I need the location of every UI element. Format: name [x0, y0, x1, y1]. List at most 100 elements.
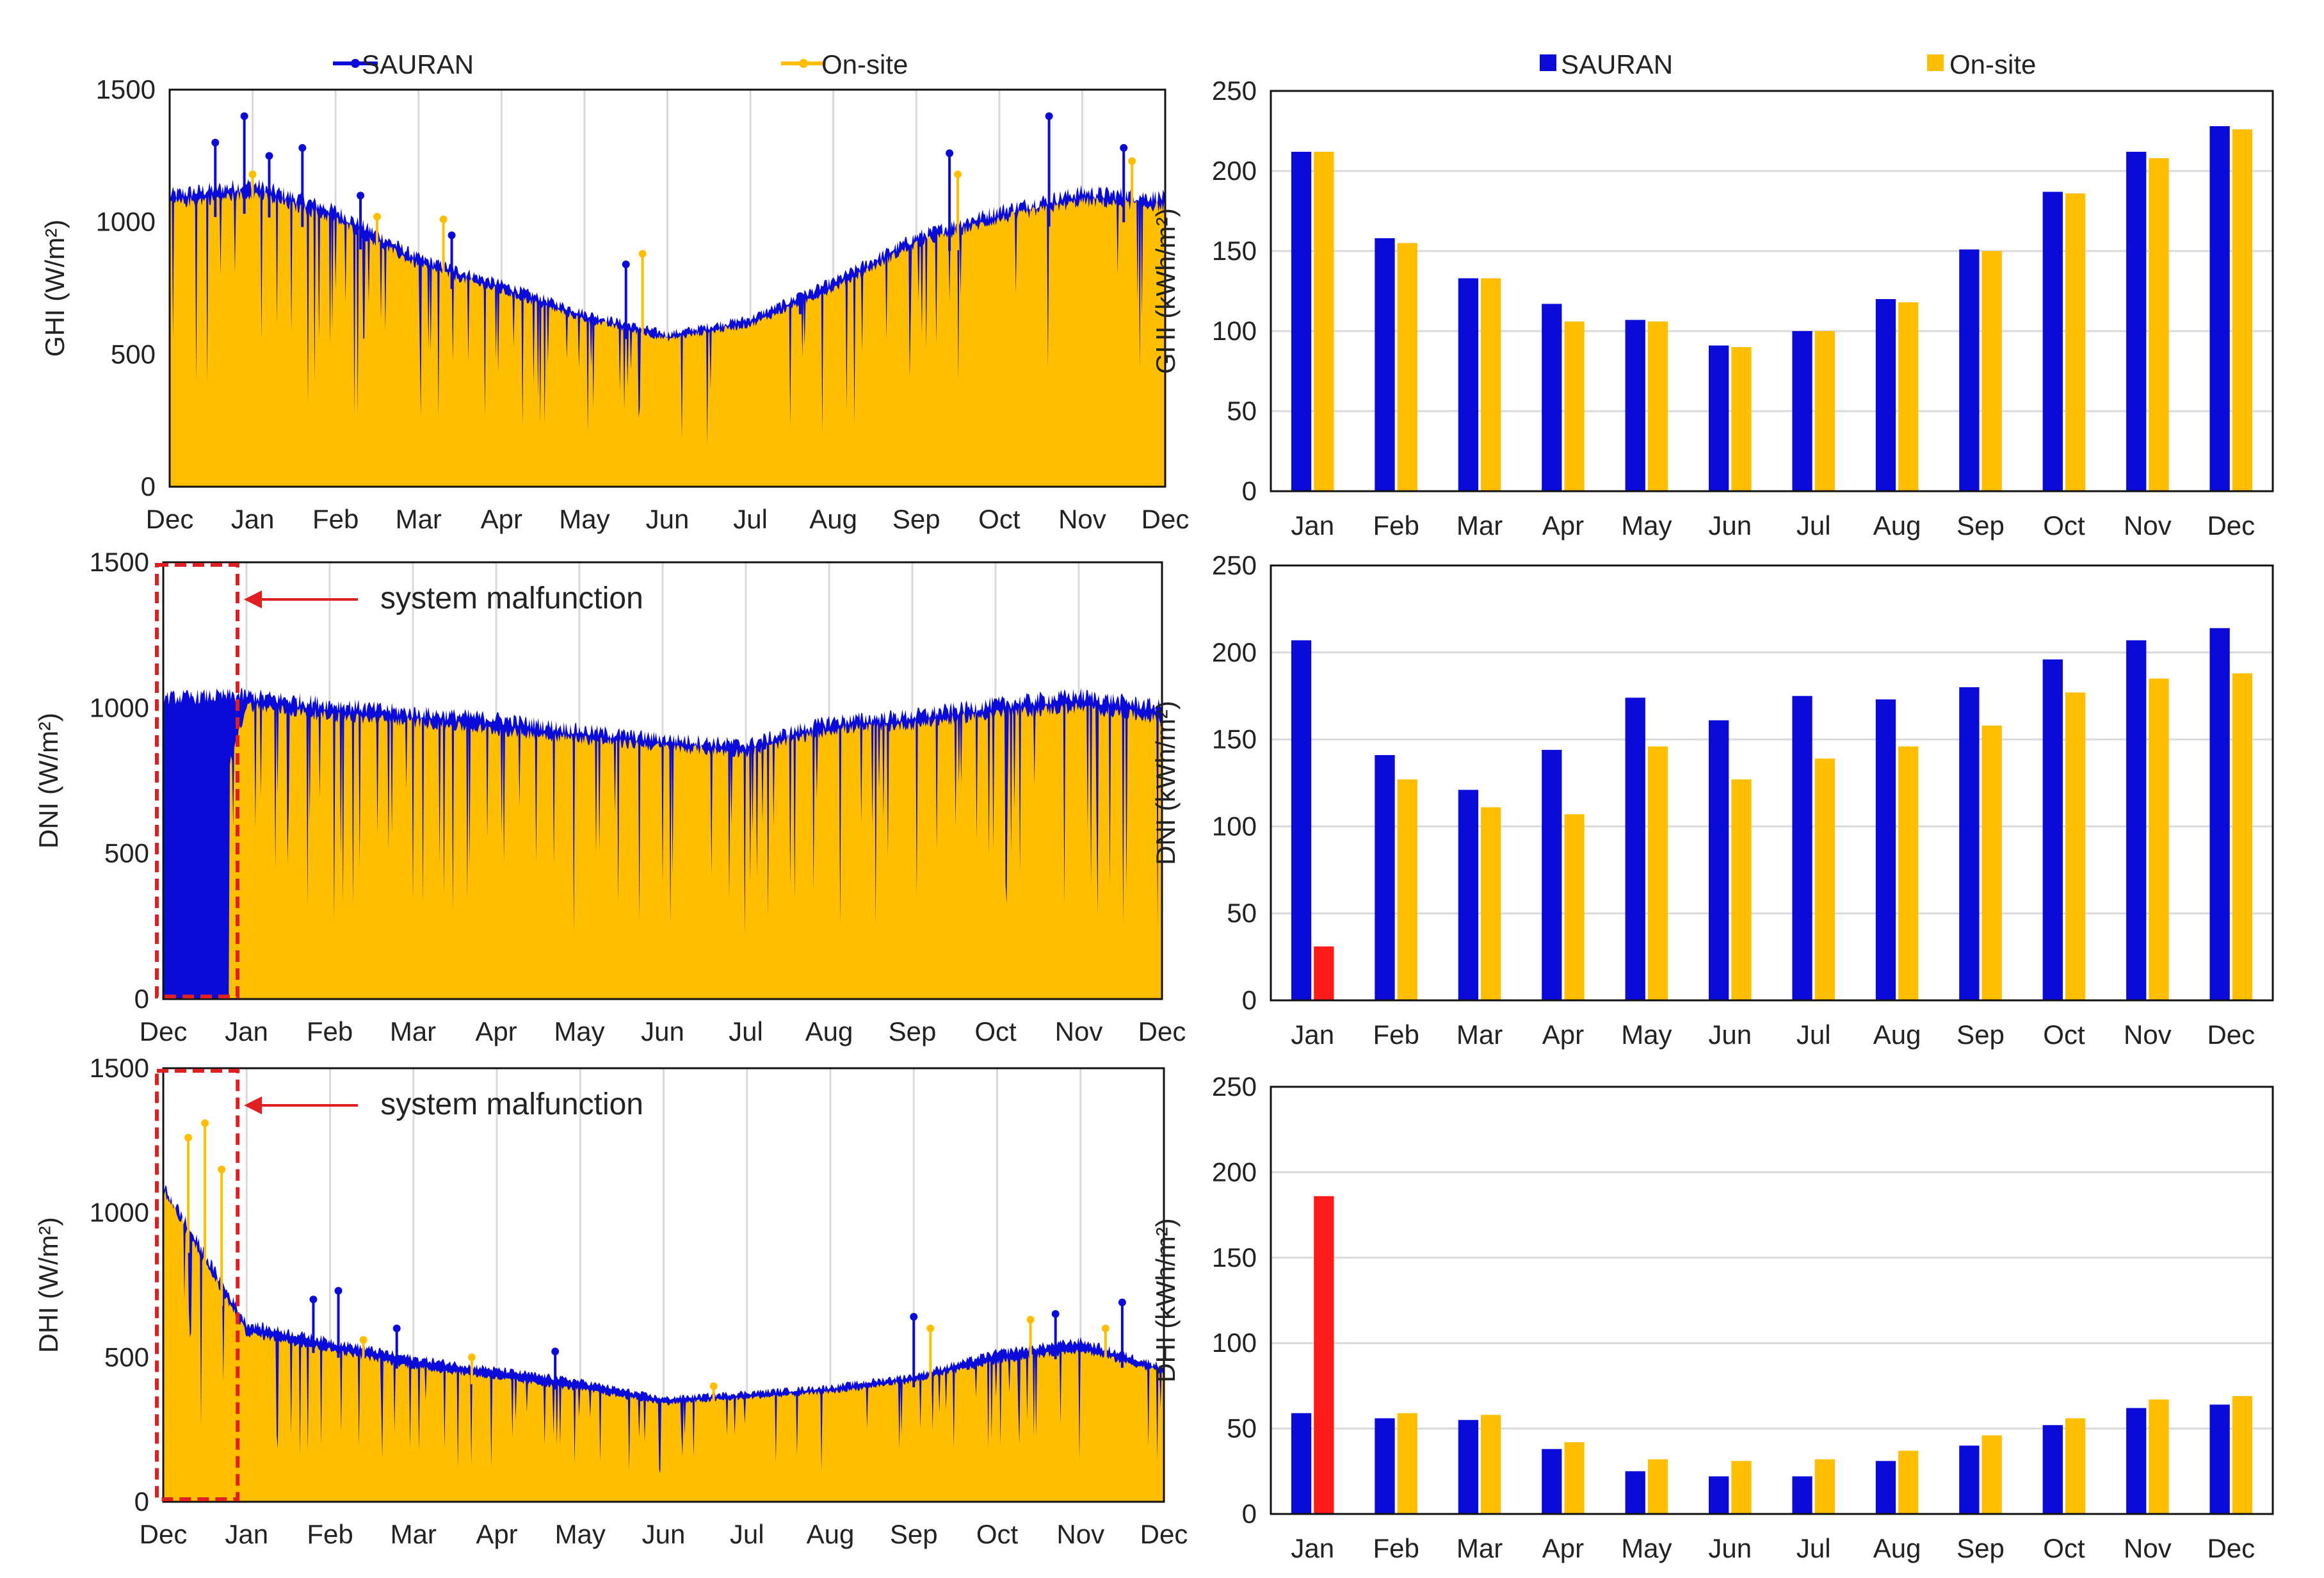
x-tick-label: Dec: [140, 1519, 188, 1549]
y-tick-label: 1500: [90, 1053, 149, 1083]
y-tick-label: 200: [1212, 637, 1257, 667]
x-tick-label: Mar: [396, 504, 442, 534]
x-tick-label: May: [1621, 1020, 1672, 1050]
bar-sauran-dec: [2209, 1404, 2230, 1514]
bar-onsite-aug: [1898, 1451, 1919, 1514]
x-tick-label: Nov: [1058, 504, 1106, 534]
bar-sauran-mar: [1458, 1420, 1479, 1514]
spike-marker-onsite: [954, 170, 962, 179]
annotation-arrowhead: [244, 590, 262, 608]
bar-sauran-aug: [1875, 299, 1896, 491]
bar-onsite-jan: [1314, 152, 1334, 491]
legend-marker-sauran: [351, 59, 360, 68]
x-tick-label: Apr: [481, 504, 522, 534]
y-tick-label: 1000: [90, 1198, 149, 1228]
x-tick-label: Apr: [1542, 510, 1584, 541]
bar-sauran-jan: [1291, 152, 1312, 491]
legend-label: On-site: [1949, 49, 2036, 79]
bar-onsite-jul: [1814, 758, 1836, 1000]
annotation-arrowhead: [244, 1096, 262, 1114]
series-area-onsite: [163, 1190, 1164, 1502]
bar-sauran-sep: [1959, 1445, 1980, 1514]
spike-marker-sauran: [946, 149, 954, 158]
y-tick-label: 100: [1212, 316, 1257, 346]
x-tick-label: Aug: [1873, 1533, 1921, 1563]
malfunction-box: [155, 1069, 240, 1501]
x-tick-label: Aug: [1873, 1020, 1921, 1050]
bar-onsite-may: [1647, 321, 1668, 491]
x-tick-label: Jul: [730, 1519, 764, 1549]
y-tick-label: 500: [104, 838, 149, 868]
y-tick-label: 100: [1212, 1328, 1257, 1358]
spike-marker-onsite: [1101, 1324, 1110, 1333]
bar-onsite-dec: [2232, 673, 2253, 1000]
y-axis-label: GHI (kWh/m²): [1150, 208, 1181, 374]
y-tick-label: 0: [134, 984, 149, 1014]
x-tick-label: Feb: [1373, 1020, 1419, 1050]
bar-onsite-feb: [1397, 243, 1417, 491]
x-tick-label: Jan: [1291, 510, 1334, 541]
legend-marker-onsite: [799, 59, 808, 68]
y-tick-label: 1500: [90, 547, 149, 577]
bar-sauran-sep: [1959, 687, 1980, 1000]
bar-sauran-dec: [2209, 628, 2230, 1000]
bar-sauran-apr: [1542, 749, 1562, 1000]
x-tick-label: Oct: [2043, 1020, 2085, 1050]
x-tick-label: Apr: [476, 1519, 517, 1549]
spike-marker-sauran: [265, 152, 273, 160]
x-tick-label: Dec: [1138, 1016, 1186, 1046]
x-tick-label: Jun: [1708, 1020, 1752, 1050]
bar-onsite-dec: [2232, 129, 2253, 491]
x-tick-label: Jun: [642, 1519, 686, 1549]
x-tick-label: Aug: [809, 504, 857, 534]
bar-sauran-oct: [2042, 1425, 2063, 1514]
bar-onsite-jun: [1731, 347, 1752, 491]
spike-marker-sauran: [334, 1287, 343, 1295]
x-tick-label: Nov: [1055, 1016, 1103, 1046]
bar-sauran-nov: [2126, 1408, 2147, 1514]
spike-marker-onsite: [184, 1134, 193, 1142]
plot-frame: [162, 1067, 1165, 1503]
spike-marker-sauran: [448, 231, 456, 240]
series-area-onsite: [163, 701, 1162, 999]
legend-label: SAURAN: [362, 49, 474, 79]
x-tick-label: Dec: [2207, 1533, 2255, 1563]
chart-dni_ts: Dec Jan Feb Mar Apr May Jun Jul Aug Sep Oct Nov Dec0…: [33, 547, 1186, 1046]
bar-sauran-jul: [1792, 1476, 1812, 1514]
x-tick-label: Dec: [1142, 504, 1190, 534]
bar-onsite-feb: [1397, 1413, 1417, 1514]
bar-sauran-sep: [1959, 249, 1980, 491]
plot-frame: [1270, 90, 2274, 492]
spike-marker-onsite: [248, 170, 257, 179]
y-tick-label: 250: [1212, 550, 1257, 580]
x-tick-label: Oct: [978, 504, 1021, 534]
y-axis-label: DNI (W/m²): [33, 713, 63, 849]
x-tick-label: Sep: [890, 1519, 938, 1549]
plot-frame: [1270, 564, 2274, 1002]
x-tick-label: Aug: [1873, 510, 1921, 541]
chart-dni_monthly: 0 50 100 150 200 250 DNI (kWh/m²) Jan Feb Mar Apr M…: [1150, 550, 2274, 1050]
bar-onsite-may: [1647, 1459, 1668, 1514]
x-tick-label: May: [559, 504, 609, 534]
spike-marker-sauran: [357, 191, 365, 200]
x-tick-label: Sep: [1957, 510, 2005, 541]
bar-onsite-nov: [2149, 1399, 2169, 1514]
spike-marker-onsite: [1128, 157, 1136, 165]
legend-swatch-onsite: [1927, 54, 1944, 71]
y-tick-label: 200: [1212, 1157, 1257, 1187]
bar-onsite-mar: [1481, 807, 1501, 1000]
x-tick-label: Jan: [225, 1519, 268, 1549]
y-tick-label: 50: [1227, 1413, 1257, 1444]
x-tick-label: Oct: [2043, 1533, 2085, 1563]
bar-onsite-jan: [1314, 1196, 1334, 1514]
bar-sauran-jun: [1708, 720, 1729, 1000]
bar-onsite-jul: [1814, 1459, 1836, 1514]
legend-label: SAURAN: [1561, 49, 1673, 79]
spike-marker-onsite: [439, 215, 448, 224]
x-tick-label: Oct: [976, 1519, 1019, 1549]
annotation-label: system malfunction: [380, 1087, 643, 1121]
y-tick-label: 150: [1212, 724, 1257, 754]
bar-sauran-mar: [1458, 790, 1479, 1000]
chart-dhi_monthly: 0 50 100 150 200 250 DHI (kWh/m²) Jan Feb Mar Apr M…: [1150, 1071, 2274, 1563]
y-tick-label: 0: [1242, 985, 1257, 1015]
